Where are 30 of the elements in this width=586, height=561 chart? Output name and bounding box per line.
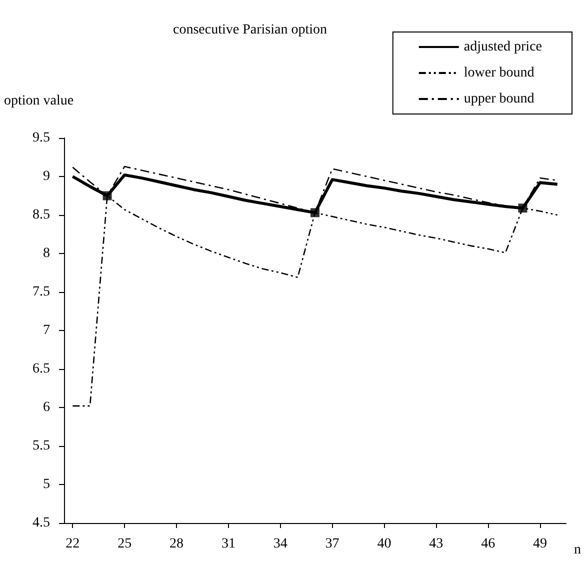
y-tick-label: 6: [43, 400, 50, 415]
y-tick-label: 7: [43, 323, 50, 338]
x-axis-title: n: [574, 542, 581, 558]
y-tick-label: 7.5: [32, 284, 50, 300]
y-tick-label: 8.5: [32, 208, 50, 222]
y-axis-title: option value: [4, 94, 74, 108]
x-tick-label: 46: [481, 536, 496, 552]
legend-label: adjusted price: [464, 40, 542, 54]
point: [102, 191, 112, 200]
x-tick-label: 49: [533, 536, 548, 552]
chart-title: consecutive Parisian option: [173, 22, 327, 38]
x-tick-label: 40: [377, 536, 392, 552]
x-tick-label: 25: [118, 536, 132, 552]
y-tick-label: 8: [43, 246, 50, 261]
y-tick-label: 9.5: [32, 130, 50, 146]
legend-label: upper bound: [464, 92, 534, 106]
x-tick-label: 22: [66, 536, 80, 552]
y-tick-label: 5: [43, 477, 50, 492]
y-tick-label: 9: [43, 169, 50, 184]
x-tick-label: 37: [325, 536, 340, 552]
x-tick-label: 34: [273, 536, 288, 552]
x-tick-label: 31: [221, 536, 236, 552]
legend-label: lower bound: [464, 66, 534, 80]
point: [518, 204, 528, 213]
y-tick-label: 4.5: [32, 516, 50, 530]
x-tick-label: 28: [170, 536, 184, 552]
y-tick-label: 5.5: [32, 438, 50, 454]
point: [310, 208, 320, 218]
x-tick-label: 43: [429, 536, 444, 552]
y-tick-label: 6.5: [32, 362, 50, 376]
